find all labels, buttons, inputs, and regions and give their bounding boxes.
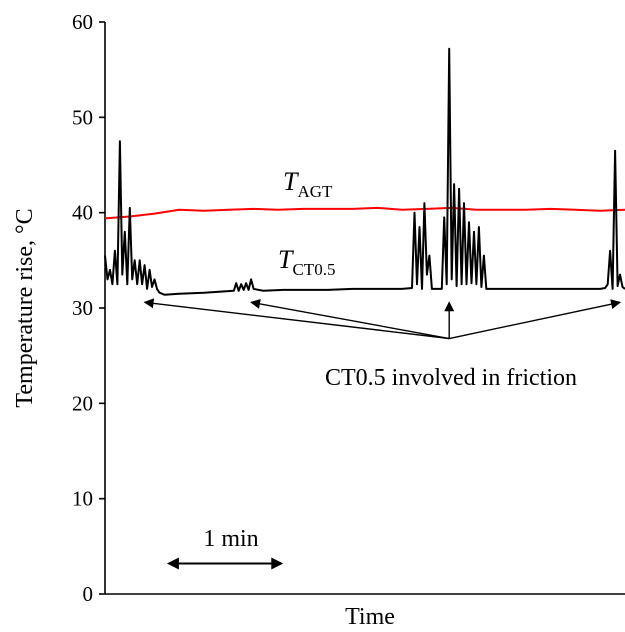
y-axis-title: Temperature rise, °C [12,208,38,407]
y-tick-label: 20 [72,391,93,415]
y-tick-label: 60 [72,10,93,34]
series-labels: TAGT TCT0.5 [278,167,335,279]
annotation-text: CT0.5 involved in friction [325,365,577,391]
series-layer [104,47,625,296]
axes: 0 10 20 30 40 50 60 [72,10,625,606]
series-label-tct: TCT0.5 [278,245,335,279]
annotation-arrow-1 [143,298,450,340]
annotation-arrow-2 [250,298,450,340]
annotation-arrow-4 [449,299,622,340]
scale-bar: 1 min [166,526,284,570]
scale-bar-right-arrowhead [271,557,284,570]
series-line-tct0-5 [104,47,625,296]
series-line-tagt [104,206,625,220]
y-tick-label: 50 [72,105,93,129]
y-tick-label: 40 [72,201,93,225]
x-axis-title: Time [345,604,395,630]
scale-bar-label: 1 min [203,526,258,552]
scale-bar-left-arrowhead [166,557,179,570]
series-label-tagt: TAGT [283,167,333,201]
annotation-layer: CT0.5 involved in friction [143,298,622,391]
y-ticks: 0 10 20 30 40 50 60 [72,10,105,606]
y-tick-label: 30 [72,296,93,320]
y-tick-label: 10 [72,487,93,511]
y-tick-label: 0 [83,582,94,606]
